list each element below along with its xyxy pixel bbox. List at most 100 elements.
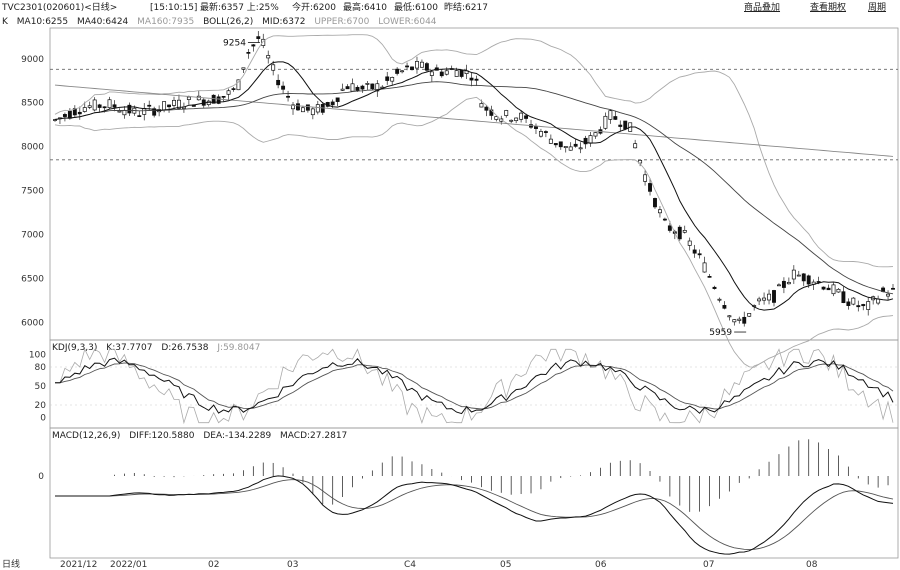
candle-body bbox=[186, 96, 191, 100]
candle-body bbox=[796, 274, 801, 277]
candle-body bbox=[261, 38, 266, 46]
candle-body bbox=[573, 143, 578, 147]
macd-diff-line bbox=[55, 475, 894, 555]
candle-body bbox=[687, 240, 692, 246]
kdj-y-tick: 100 bbox=[29, 350, 46, 360]
high-price: 最高:6410 bbox=[343, 3, 387, 13]
candle-body bbox=[112, 104, 117, 108]
candle-body bbox=[419, 61, 424, 68]
candle-body bbox=[296, 103, 300, 111]
candle-body bbox=[315, 104, 320, 113]
ma160-line bbox=[54, 84, 894, 157]
legend-boll: BOLL(26,2) bbox=[203, 17, 254, 27]
candle-body bbox=[707, 276, 712, 278]
candle-body bbox=[167, 104, 171, 108]
candle-body bbox=[538, 131, 543, 137]
kdj-y-tick: 80 bbox=[35, 363, 47, 373]
candle-body bbox=[300, 107, 305, 113]
candle-body bbox=[781, 280, 786, 288]
legend-upper: UPPER:6700 bbox=[314, 17, 370, 27]
candle-body bbox=[821, 286, 826, 290]
candle-body bbox=[667, 225, 672, 231]
candle-body bbox=[767, 293, 771, 301]
prev-settle: 昨结:6217 bbox=[444, 3, 488, 13]
candle-body bbox=[851, 297, 856, 305]
candle-body bbox=[524, 115, 529, 119]
candle-body bbox=[107, 99, 112, 109]
candle-body bbox=[444, 70, 449, 75]
candle-body bbox=[578, 147, 583, 150]
candle-body bbox=[747, 313, 752, 317]
symbol-label: TVC2301(020601)<日线> bbox=[2, 3, 118, 13]
candle-body bbox=[886, 293, 890, 297]
candle-body bbox=[330, 101, 335, 106]
candle-body bbox=[177, 99, 181, 109]
candle-body bbox=[474, 78, 479, 81]
x-tick-label: 07 bbox=[703, 560, 714, 570]
candle-body bbox=[762, 297, 767, 301]
candle-body bbox=[390, 77, 395, 82]
legend-mid: MID:6372 bbox=[262, 17, 306, 27]
candle-body bbox=[608, 110, 613, 120]
candle-body bbox=[737, 318, 742, 321]
candle-body bbox=[137, 115, 142, 117]
candle-body bbox=[856, 305, 861, 308]
candle-body bbox=[648, 183, 652, 192]
candle-body bbox=[786, 282, 791, 285]
panel-border bbox=[49, 27, 899, 341]
kdj-y-tick: 0 bbox=[40, 414, 46, 424]
candle-body bbox=[152, 108, 157, 116]
kdj-k: K:37.7707 bbox=[106, 343, 153, 353]
candle-body bbox=[459, 69, 464, 77]
candle-body bbox=[479, 103, 484, 108]
candle-body bbox=[801, 273, 806, 282]
candle-body bbox=[553, 143, 558, 146]
candle-body bbox=[514, 117, 519, 122]
y-tick-label: 7500 bbox=[21, 187, 44, 197]
time-label: [15:10:15] bbox=[150, 3, 198, 13]
legend-ma160: MA160:7935 bbox=[137, 17, 195, 27]
y-tick-label: 7000 bbox=[21, 231, 44, 241]
candle-body bbox=[53, 119, 57, 121]
options-button[interactable]: 查看期权 bbox=[810, 3, 847, 13]
high-label: 9254 bbox=[223, 38, 246, 48]
low-price: 最低:6100 bbox=[394, 3, 438, 13]
candle-body bbox=[365, 83, 370, 85]
kdj-panel: 100 80 50 20 0 bbox=[29, 348, 898, 425]
candle-body bbox=[603, 115, 608, 129]
candle-body bbox=[62, 114, 67, 117]
legend-ma40: MA40:6424 bbox=[76, 17, 129, 27]
candle-body bbox=[806, 275, 811, 285]
candle-body bbox=[712, 286, 717, 289]
candle-body bbox=[256, 36, 261, 39]
candle-body bbox=[677, 226, 682, 240]
candle-body bbox=[593, 132, 598, 137]
x-tick-label: 05 bbox=[500, 560, 511, 570]
candle-body bbox=[662, 218, 667, 221]
y-tick-label: 8500 bbox=[21, 99, 44, 109]
candle-body bbox=[791, 269, 796, 280]
y-tick-label: 6000 bbox=[21, 318, 44, 328]
candle-body bbox=[623, 120, 628, 130]
candle-body bbox=[231, 88, 236, 90]
period-button[interactable]: 周期 bbox=[868, 3, 887, 13]
macd-panel: 0 bbox=[38, 439, 894, 555]
candle-body bbox=[583, 137, 588, 145]
candle-body bbox=[519, 112, 524, 120]
y-tick-label: 9000 bbox=[21, 55, 44, 65]
candle-body bbox=[97, 104, 102, 108]
candle-body bbox=[335, 97, 340, 102]
low-label: 5959 bbox=[709, 328, 732, 338]
candle-body bbox=[633, 143, 638, 149]
candle-body bbox=[757, 298, 762, 302]
candle-body bbox=[841, 291, 846, 304]
candle-body bbox=[613, 116, 618, 120]
x-tick-label: 03 bbox=[287, 560, 298, 570]
kdj-title: KDJ(9,3,3) bbox=[52, 343, 98, 353]
candle-body bbox=[246, 52, 251, 54]
latest-price: 最新:6357 上:25% bbox=[200, 3, 279, 13]
candle-body bbox=[211, 94, 216, 104]
candle-body bbox=[469, 77, 474, 81]
macd-legend: MACD(12,26,9) DIFF:120.5880 DEA:-134.228… bbox=[52, 431, 353, 441]
overlay-button[interactable]: 商品叠加 bbox=[744, 3, 781, 13]
